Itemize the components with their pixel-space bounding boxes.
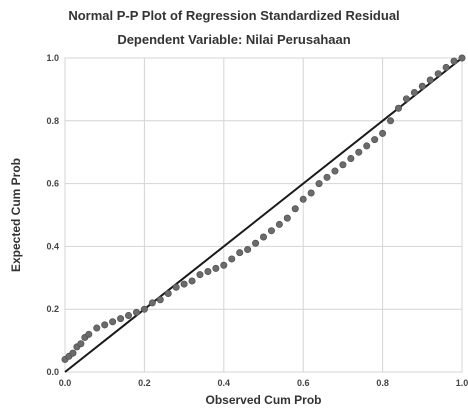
data-point	[307, 189, 315, 197]
grid-lines	[64, 57, 463, 373]
x-tick-label: 0.0	[59, 378, 72, 388]
data-point	[283, 214, 291, 222]
data-point	[299, 195, 307, 203]
data-point	[93, 324, 101, 332]
data-point	[434, 70, 442, 78]
data-point	[196, 271, 204, 279]
data-point	[85, 330, 93, 338]
data-point	[204, 268, 212, 276]
x-tick-label: 0.8	[376, 378, 389, 388]
data-point	[117, 315, 125, 323]
data-point	[394, 104, 402, 112]
data-point	[291, 205, 299, 213]
data-point	[172, 283, 180, 291]
data-point	[315, 180, 323, 188]
data-point	[410, 89, 418, 97]
data-points	[61, 54, 466, 363]
data-point	[458, 54, 466, 62]
x-tick-labels: 0.0 0.2 0.4 0.6 0.8 1.0	[59, 378, 468, 388]
data-point	[132, 308, 140, 316]
data-point	[109, 318, 117, 326]
data-point	[236, 249, 244, 257]
y-axis-label: Expected Cum Prob	[9, 158, 23, 272]
data-point	[371, 136, 379, 144]
data-point	[228, 255, 236, 263]
data-point	[355, 148, 363, 156]
x-axis-label: Observed Cum Prob	[205, 393, 321, 407]
data-point	[275, 220, 283, 228]
y-tick-labels: 0.0 0.2 0.4 0.6 0.8 1.0	[46, 53, 59, 377]
data-point	[379, 129, 387, 137]
data-point	[244, 246, 252, 254]
y-tick-label: 1.0	[46, 53, 59, 63]
data-point	[387, 117, 395, 125]
data-point	[252, 239, 260, 247]
x-tick-label: 1.0	[456, 378, 468, 388]
x-tick-label: 0.6	[297, 378, 310, 388]
data-point	[259, 233, 267, 241]
y-tick-label: 0.4	[46, 241, 59, 251]
x-tick-label: 0.4	[218, 378, 231, 388]
data-point	[188, 277, 196, 285]
data-point	[69, 349, 77, 357]
y-tick-label: 0.6	[46, 179, 59, 189]
data-point	[426, 76, 434, 84]
data-point	[347, 154, 355, 162]
data-point	[125, 311, 133, 319]
data-point	[164, 289, 172, 297]
data-point	[212, 264, 220, 272]
y-tick-label: 0.0	[46, 367, 59, 377]
data-point	[363, 142, 371, 150]
data-point	[450, 57, 458, 65]
data-point	[339, 161, 347, 169]
x-tick-label: 0.2	[138, 378, 151, 388]
data-point	[267, 227, 275, 235]
chart-subtitle: Dependent Variable: Nilai Perusahaan	[117, 32, 351, 47]
data-point	[331, 167, 339, 175]
data-point	[418, 82, 426, 90]
data-point	[323, 173, 331, 181]
data-point	[140, 305, 148, 313]
data-point	[77, 340, 85, 348]
chart-title: Normal P-P Plot of Regression Standardiz…	[68, 8, 400, 23]
data-point	[442, 63, 450, 71]
data-point	[156, 296, 164, 304]
data-point	[180, 280, 188, 288]
data-point	[402, 95, 410, 103]
data-point	[148, 299, 156, 307]
data-point	[101, 321, 109, 329]
data-point	[220, 261, 228, 269]
y-tick-label: 0.2	[46, 304, 59, 314]
y-tick-label: 0.8	[46, 116, 59, 126]
